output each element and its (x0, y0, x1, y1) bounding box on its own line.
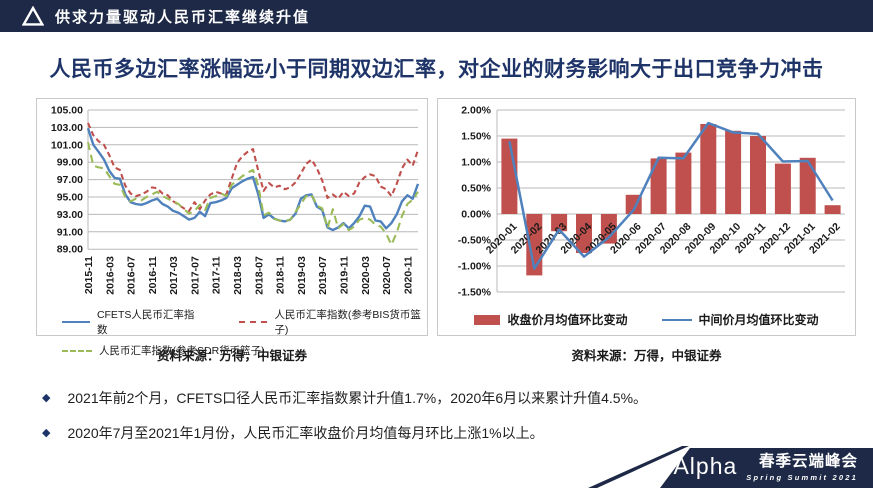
line-chart-canvas: 105.00 103.00 101.00 99.00 97.00 95.00 93.00 91… (51, 105, 420, 295)
sdr-line-swatch (62, 349, 92, 352)
charts-row: 105.00 103.00 101.00 99.00 97.00 95.00 93.00 91… (36, 98, 873, 357)
mom-change-chart: 2.00% 1.50% 1.00% 0.50% 0.00% -0.50% -1.00% -1.… (437, 98, 856, 336)
svg-text:-0.50%: -0.50% (458, 235, 492, 247)
source-caption-right: 资料来源：万得，中银证券 (571, 349, 722, 363)
svg-text:-1.00%: -1.00% (458, 261, 492, 273)
bar-chart-canvas: 2.00% 1.50% 1.00% 0.50% 0.00% -0.50% -1.00% -1.… (458, 105, 845, 299)
svg-text:0.00%: 0.00% (461, 209, 491, 221)
bullet-item: ◆ 2020年7月至2021年1月份，人民币汇率收盘价月均值每月环比上涨1%以上… (42, 424, 853, 443)
legend-label: 收盘价月均值环比变动 (507, 313, 628, 327)
source-caption-left: 资料来源：万得，中银证券 (156, 349, 307, 363)
svg-text:95.00: 95.00 (57, 192, 83, 204)
svg-text:2017-03: 2017-03 (168, 256, 180, 295)
header-title: 供求力量驱动人民币汇率继续升值 (55, 8, 311, 26)
svg-text:2020-07: 2020-07 (381, 256, 393, 295)
svg-text:103.00: 103.00 (51, 122, 83, 134)
alpha-triangle-logo-icon (22, 6, 44, 26)
header-bar: 供求力量驱动人民币汇率继续升值 (0, 0, 873, 32)
bullet-text: 2021年前2个月，CFETS口径人民币汇率指数累计升值1.7%，2020年6月… (67, 390, 648, 406)
svg-text:89.00: 89.00 (57, 244, 83, 256)
footer-banner: Alpha 春季云端峰会 Spring Summit 2021 (583, 440, 873, 488)
svg-text:2019-03: 2019-03 (296, 256, 308, 295)
multilateral-index-chart: 105.00 103.00 101.00 99.00 97.00 95.00 93.00 91… (36, 98, 428, 357)
svg-text:-1.50%: -1.50% (458, 287, 492, 299)
legend-label: 人民币汇率指数(参考BIS货币篮子) (274, 309, 421, 336)
svg-text:0.50%: 0.50% (461, 183, 491, 195)
legend-item-close-price: 收盘价月均值环比变动 (474, 311, 628, 328)
svg-text:2015-11: 2015-11 (83, 256, 95, 294)
svg-text:2018-03: 2018-03 (232, 256, 244, 295)
diamond-bullet-icon: ◆ (42, 392, 51, 404)
cfets-line-swatch (62, 321, 90, 323)
alpha-wordmark: Alpha (673, 453, 738, 479)
bullet-text: 2020年7月至2021年1月份，人民币汇率收盘价月均值每月环比上涨1%以上。 (67, 425, 544, 441)
svg-text:2020-11: 2020-11 (402, 256, 414, 294)
svg-text:105.00: 105.00 (51, 105, 83, 117)
legend-label: 人民币汇率指数(参考SDR货币篮子) (99, 345, 265, 357)
svg-text:2016-11: 2016-11 (147, 256, 159, 294)
svg-text:93.00: 93.00 (57, 209, 83, 221)
svg-text:91.00: 91.00 (57, 226, 83, 238)
svg-text:2018-07: 2018-07 (253, 256, 265, 295)
footer-banner-shape (660, 448, 873, 488)
svg-text:2017-11: 2017-11 (211, 256, 223, 294)
svg-text:1.50%: 1.50% (461, 131, 491, 143)
event-title-block: 春季云端峰会 Spring Summit 2021 (746, 453, 858, 482)
svg-text:2019-07: 2019-07 (317, 256, 329, 295)
captions-row: 资料来源：万得，中银证券 资料来源：万得，中银证券 (36, 345, 873, 364)
svg-text:2.00%: 2.00% (461, 105, 491, 117)
close-price-bar-swatch (474, 314, 501, 325)
slide-title: 人民币多边汇率涨幅远小于同期双边汇率，对企业的财务影响大于出口竞争力冲击 (49, 58, 824, 81)
legend-item-bis: 人民币汇率指数(参考BIS货币篮子) (239, 307, 424, 337)
left-chart-legend: CFETS人民币汇率指数 人民币汇率指数(参考BIS货币篮子) 人民币汇率指数(… (40, 307, 424, 358)
bis-line-swatch (239, 321, 268, 323)
legend-item-cfets: CFETS人民币汇率指数 (62, 307, 197, 337)
right-chart-legend: 收盘价月均值环比变动 中间价月均值环比变动 (441, 311, 852, 328)
svg-text:101.00: 101.00 (51, 139, 83, 151)
central-parity-line-swatch (661, 318, 692, 321)
key-points: ◆ 2021年前2个月，CFETS口径人民币汇率指数累计升值1.7%，2020年… (42, 389, 853, 443)
svg-text:2020-03: 2020-03 (360, 256, 372, 295)
diamond-bullet-icon: ◆ (42, 427, 51, 439)
legend-item-sdr: 人民币汇率指数(参考SDR货币篮子) (62, 343, 265, 358)
svg-text:2016-07: 2016-07 (126, 256, 138, 295)
svg-text:97.00: 97.00 (57, 174, 83, 186)
svg-text:2016-03: 2016-03 (104, 256, 116, 295)
footer-logo: Alpha 春季云端峰会 Spring Summit 2021 (673, 453, 858, 482)
legend-label: CFETS人民币汇率指数 (96, 309, 195, 336)
legend-label: 中间价月均值环比变动 (698, 313, 819, 327)
legend-item-central-parity: 中间价月均值环比变动 (661, 311, 819, 328)
svg-text:99.00: 99.00 (57, 157, 83, 169)
event-title: 春季云端峰会 (758, 453, 858, 470)
event-subtitle: Spring Summit 2021 (746, 473, 858, 482)
svg-text:2017-07: 2017-07 (190, 256, 202, 295)
svg-text:1.00%: 1.00% (461, 157, 491, 169)
svg-text:2018-11: 2018-11 (275, 256, 287, 294)
bullet-item: ◆ 2021年前2个月，CFETS口径人民币汇率指数累计升值1.7%，2020年… (42, 389, 853, 408)
svg-text:2019-11: 2019-11 (339, 256, 351, 294)
